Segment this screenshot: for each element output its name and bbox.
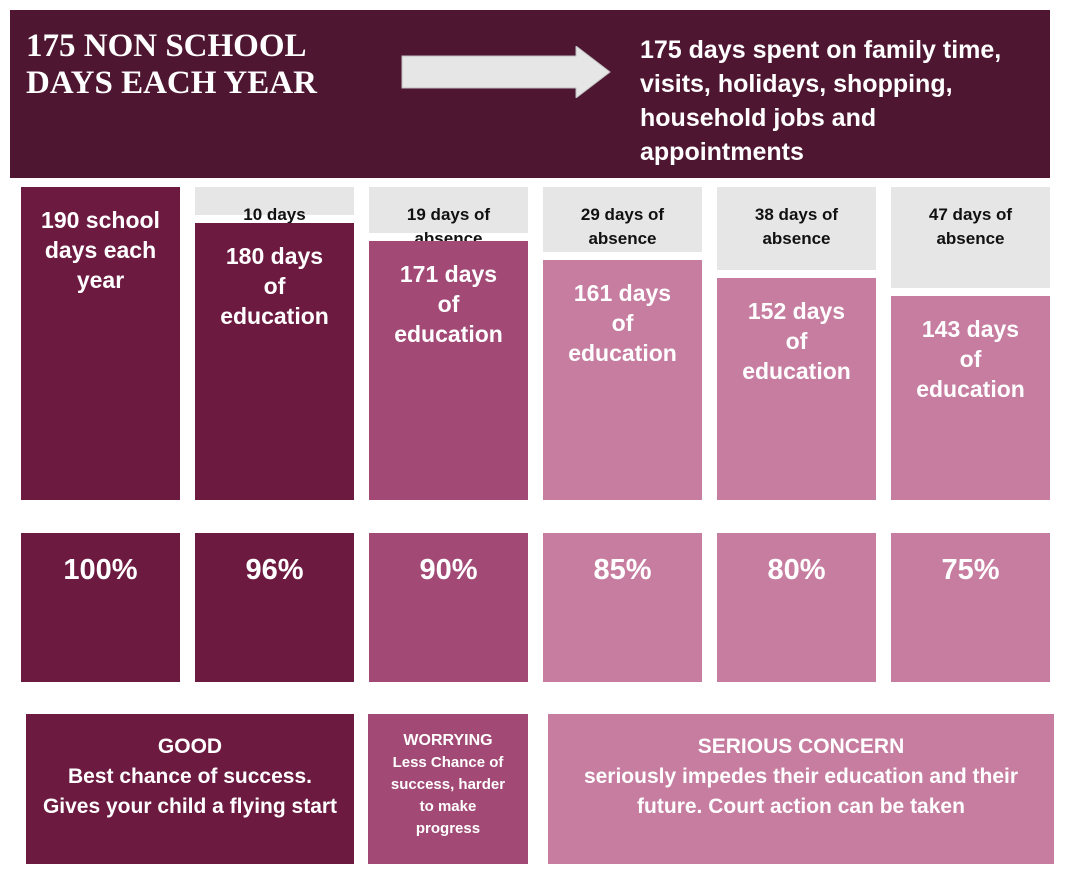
education-days-block: 171 days of education <box>369 241 528 500</box>
verdict-good: GOOD Best chance of success. Gives your … <box>26 714 354 864</box>
absence-box: 19 days of absence <box>369 187 528 248</box>
attendance-percentage: 75% <box>891 533 1050 682</box>
verdict-worrying-title: WORRYING <box>403 732 493 749</box>
header-title: 175 NON SCHOOL DAYS EACH YEAR <box>26 28 386 102</box>
absence-label: 47 days of absence <box>928 205 1013 248</box>
verdict-serious-body: seriously impedes their education and th… <box>583 765 1019 818</box>
education-days-block: 190 school days each year <box>21 187 180 500</box>
absence-box: 10 days absence <box>195 187 354 248</box>
attendance-percentage: 90% <box>369 533 528 682</box>
absence-label: 29 days of absence <box>580 205 665 248</box>
absence-box: 38 days of absence <box>717 187 876 270</box>
non-school-days-description: 175 days spent on family time, visits, h… <box>640 36 1002 166</box>
verdict-serious-concern: SERIOUS CONCERN seriously impedes their … <box>548 714 1054 864</box>
verdict-worrying-body: Less Chance of success, harder to make p… <box>390 754 506 837</box>
header-title-line2: DAYS EACH YEAR <box>26 65 317 101</box>
education-days-label: 190 school days each year <box>41 207 160 293</box>
absence-box: 47 days of absence <box>891 187 1050 288</box>
education-days-label: 180 days of education <box>220 243 329 329</box>
verdict-serious-title: SERIOUS CONCERN <box>697 735 905 758</box>
right-arrow-icon <box>401 46 611 98</box>
absence-label: 38 days of absence <box>754 205 839 248</box>
absence-box: 29 days of absence <box>543 187 702 252</box>
attendance-percentage: 85% <box>543 533 702 682</box>
education-days-label: 152 days of education <box>742 298 851 384</box>
header-banner <box>10 10 1050 178</box>
header-title-line1: 175 NON SCHOOL <box>26 28 307 64</box>
attendance-percentage: 96% <box>195 533 354 682</box>
education-days-block: 180 days of education <box>195 223 354 500</box>
attendance-percentage: 100% <box>21 533 180 682</box>
education-days-block: 161 days of education <box>543 260 702 500</box>
attendance-percentage: 80% <box>717 533 876 682</box>
education-days-label: 161 days of education <box>568 280 677 366</box>
verdict-good-title: GOOD <box>157 735 223 758</box>
education-days-block: 152 days of education <box>717 278 876 500</box>
education-days-block: 143 days of education <box>891 296 1050 500</box>
education-days-label: 143 days of education <box>916 316 1025 402</box>
verdict-good-body: Best chance of success. Gives your child… <box>42 765 338 818</box>
education-days-label: 171 days of education <box>394 261 503 347</box>
verdict-worrying: WORRYING Less Chance of success, harder … <box>368 714 528 864</box>
